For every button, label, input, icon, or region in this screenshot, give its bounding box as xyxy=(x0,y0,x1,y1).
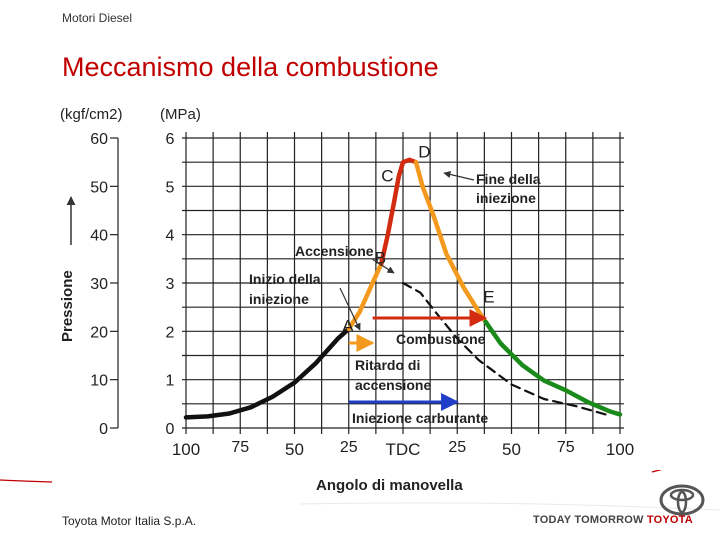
annotation-inizio-iniezione-2: iniezione xyxy=(249,291,309,307)
y-axis-label: Pressione xyxy=(59,270,76,342)
swoosh-left xyxy=(0,479,53,483)
arrow-accensione xyxy=(371,258,395,274)
chart-annotations: Fine della iniezione Accensione Inizio d… xyxy=(249,170,541,426)
slogan-tomorrow: TOMORROW xyxy=(574,514,644,526)
annotation-ritardo-2: accensione xyxy=(355,377,431,393)
annotation-ritardo-1: Ritardo di xyxy=(355,357,420,373)
x-tick-label: 75 xyxy=(557,439,575,456)
x-tick-label: 50 xyxy=(502,440,521,459)
tick-labels: 0 0 10 1 20 2 30 3 40 4 50 5 60 6 100 75 50 25 TDC 25 50 75 10… xyxy=(90,131,634,459)
point-label: A xyxy=(342,316,354,335)
x-tick-label: 100 xyxy=(172,440,200,459)
y-tick-label-mpa: 1 xyxy=(166,373,175,390)
y-tick-label-mpa: 4 xyxy=(166,228,175,245)
y-tick-label-kgf: 60 xyxy=(90,131,108,148)
section-title: Motori Diesel xyxy=(62,11,133,25)
point-label: C xyxy=(381,167,393,186)
y-tick-label-kgf: 50 xyxy=(90,179,108,196)
y-tick-label-kgf: 20 xyxy=(90,324,108,341)
arrow-inizio-iniezione xyxy=(339,287,361,331)
point-label: D xyxy=(418,142,430,161)
x-tick-label: 25 xyxy=(448,439,466,456)
toyota-logo-icon xyxy=(659,484,705,516)
annotation-iniezione-carburante: Iniezione carburante xyxy=(352,410,488,426)
y-unit-kgf: (kgf/cm2) xyxy=(60,106,123,123)
annotation-inizio-iniezione-1: Inizio della xyxy=(249,271,321,287)
annotation-fine-iniezione-1: Fine della xyxy=(476,171,541,187)
curve-ignition-delay xyxy=(346,261,384,332)
y-tick-label-kgf: 30 xyxy=(90,276,108,293)
y-tick-label-mpa: 0 xyxy=(166,421,175,438)
y-tick-label-mpa: 5 xyxy=(166,179,175,196)
x-tick-label: 75 xyxy=(231,439,249,456)
footer-swoosh xyxy=(0,470,720,511)
footer-slogan: TODAY TOMORROW TOYOTA xyxy=(533,514,693,526)
x-tick-label: 100 xyxy=(606,440,634,459)
chart-series: A B C D E xyxy=(183,142,623,420)
point-label: B xyxy=(375,249,386,268)
chart-axes: (kgf/cm2) (MPa) Pressione Angolo di mano… xyxy=(59,106,463,494)
footer-company: Toyota Motor Italia S.p.A. xyxy=(62,514,197,528)
y-tick-label-mpa: 6 xyxy=(166,131,175,148)
y-tick-label-mpa: 2 xyxy=(166,324,175,341)
x-tick-label: 50 xyxy=(285,440,304,459)
annotation-fine-iniezione-2: iniezione xyxy=(476,190,536,206)
swoosh-bottom xyxy=(299,502,720,511)
annotation-combustione: Combustione xyxy=(396,331,486,347)
y-tick-label-kgf: 40 xyxy=(90,228,108,245)
y-tick-label-kgf: 0 xyxy=(99,421,108,438)
slogan-today: TODAY xyxy=(533,514,572,526)
point-label: E xyxy=(483,287,494,306)
x-axis-label: Angolo di manovella xyxy=(316,477,463,494)
x-tick-label: 25 xyxy=(340,439,358,456)
y-unit-mpa: (MPa) xyxy=(160,106,201,123)
curve-after-burning xyxy=(483,319,623,417)
curve-compression xyxy=(183,326,352,420)
page-title: Meccanismo della combustione xyxy=(62,52,439,82)
y-tick-label-mpa: 3 xyxy=(166,276,175,293)
x-tick-label: TDC xyxy=(386,440,421,459)
annotation-accensione: Accensione xyxy=(295,243,374,259)
arrow-fine-iniezione xyxy=(443,170,475,181)
curve-motored-expansion xyxy=(401,281,611,417)
curve-rapid-combustion xyxy=(379,157,419,266)
swoosh-right xyxy=(651,470,663,473)
y-tick-label-kgf: 10 xyxy=(90,373,108,390)
slogan-brand: TOYOTA xyxy=(646,514,693,526)
